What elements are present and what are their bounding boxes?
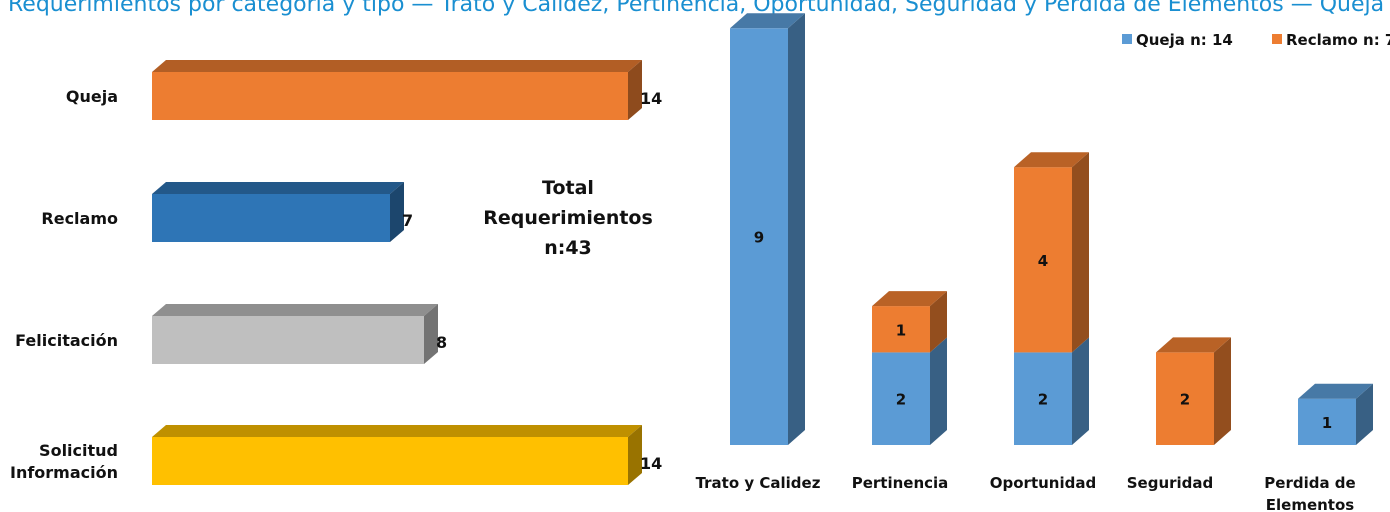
column-side-trato-y-calidez-queja — [788, 13, 805, 446]
column-seguridad-reclamo — [1156, 352, 1214, 445]
category-label-seguridad: Seguridad — [1127, 474, 1214, 492]
column-oportunidad-queja — [1014, 352, 1072, 445]
legend-label-queja: Queja n: 14 — [1136, 31, 1233, 49]
total-annotation: Total Requerimientos n:43 — [483, 177, 653, 259]
category-label-queja: Queja — [66, 87, 118, 106]
column-top-seguridad — [1156, 337, 1231, 353]
column-top-trato-y-calidez — [730, 13, 805, 29]
bar-top-queja — [152, 60, 642, 72]
column-top-oportunidad — [1014, 152, 1089, 168]
bar-top-reclamo — [152, 182, 404, 194]
column-pertinencia-queja — [872, 352, 930, 445]
value-label-felicitacion: 8 — [436, 333, 447, 352]
bar-reclamo — [152, 194, 390, 242]
column-side-perdida-de-elementos-queja — [1356, 383, 1373, 445]
bar-solicitud-informacion — [152, 437, 628, 485]
column-top-perdida-de-elementos — [1298, 383, 1373, 399]
value-label-reclamo: 7 — [402, 211, 413, 230]
page-header-text: Requerimientos por categoría y tipo — Tr… — [0, 0, 1390, 22]
bar-side-solicitud-informacion — [628, 425, 642, 485]
column-side-oportunidad-reclamo — [1072, 152, 1089, 353]
category-label-solicitud-informacion: Solicitud Información — [10, 441, 118, 482]
column-side-seguridad-reclamo — [1214, 337, 1231, 445]
data-label-oportunidad-reclamo: 4 — [1038, 252, 1048, 270]
requerimientos-type-chart: Queja 14 Reclamo 7 Felicitación 8 Solicitud Inf… — [10, 60, 662, 485]
column-top-pertinencia — [872, 291, 947, 307]
column-oportunidad-reclamo — [1014, 167, 1072, 353]
data-label-seguridad-reclamo: 2 — [1180, 391, 1190, 409]
bar-side-felicitacion — [424, 304, 438, 364]
value-label-queja: 14 — [640, 89, 662, 108]
data-label-trato-y-calidez-queja: 9 — [754, 229, 764, 247]
data-label-oportunidad-queja: 2 — [1038, 391, 1048, 409]
legend-label-reclamo: Reclamo n: 7 — [1286, 31, 1390, 49]
bar-queja — [152, 72, 628, 120]
legend-swatch-queja — [1122, 34, 1132, 44]
category-label-pertinencia: Pertinencia — [852, 474, 949, 492]
column-perdida-de-elementos-queja — [1298, 398, 1356, 445]
category-label-oportunidad: Oportunidad — [990, 474, 1096, 492]
data-label-pertinencia-reclamo: 1 — [896, 321, 906, 339]
legend-swatch-reclamo — [1272, 34, 1282, 44]
column-pertinencia-reclamo — [872, 306, 930, 353]
column-side-pertinencia-reclamo — [930, 291, 947, 353]
data-label-pertinencia-queja: 2 — [896, 391, 906, 409]
bar-side-queja — [628, 60, 642, 120]
bar-felicitacion — [152, 316, 424, 364]
column-side-pertinencia-queja — [930, 337, 947, 445]
bar-side-reclamo — [390, 182, 404, 242]
category-label-reclamo: Reclamo — [41, 209, 118, 228]
column-trato-y-calidez-queja — [730, 28, 788, 446]
category-label-perdida-de-elementos: Perdida de Elementos — [1264, 474, 1355, 512]
value-label-solicitud-informacion: 14 — [640, 454, 662, 473]
column-side-oportunidad-queja — [1072, 337, 1089, 445]
data-label-perdida-de-elementos-queja: 1 — [1322, 414, 1332, 432]
bar-top-solicitud-informacion — [152, 425, 642, 437]
page-header-label: Requerimientos por categoría y tipo — Tr… — [8, 0, 1390, 17]
bar-top-felicitacion — [152, 304, 438, 316]
category-label-felicitacion: Felicitación — [15, 331, 118, 350]
category-label-trato-y-calidez: Trato y Calidez — [696, 474, 821, 492]
